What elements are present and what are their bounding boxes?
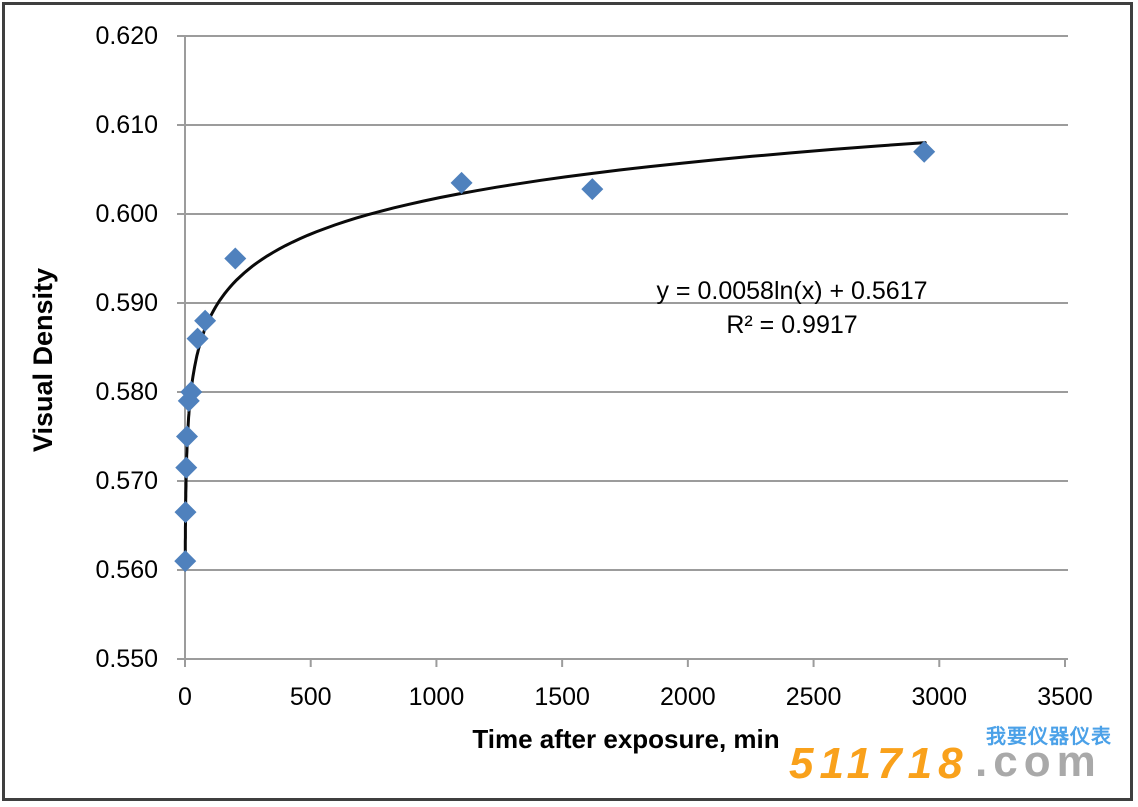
data-point-marker: [450, 171, 473, 194]
data-point-marker: [180, 381, 203, 403]
watermark-site-number: 511718: [789, 739, 969, 788]
trendline-equation: y = 0.0058ln(x) + 0.5617: [656, 277, 928, 305]
x-tick-label: 1000: [409, 683, 465, 711]
trendline-annotation: y = 0.0058ln(x) + 0.5617 R² = 0.9917: [617, 274, 967, 342]
data-point-marker: [174, 501, 197, 524]
watermark-domain-suffix: .com: [975, 737, 1102, 786]
y-tick-label: 0.600: [95, 200, 158, 228]
watermark-tagline: 我要仪器仪表: [986, 726, 1112, 748]
x-tick-label: 1500: [534, 683, 590, 711]
x-tick-label: 2500: [786, 683, 842, 711]
data-point-marker: [186, 327, 209, 350]
x-tick-label: 3000: [911, 683, 967, 711]
x-tick-label: 500: [290, 683, 332, 711]
y-tick-label: 0.570: [95, 467, 158, 495]
data-point-marker: [194, 309, 217, 332]
data-point-marker: [581, 178, 604, 201]
x-axis-title: Time after exposure, min: [472, 724, 780, 754]
x-tick-label: 0: [178, 683, 192, 711]
y-tick-label: 0.590: [95, 289, 158, 317]
data-point-marker: [176, 425, 199, 448]
data-point-marker: [175, 456, 198, 479]
y-tick-label: 0.580: [95, 378, 158, 406]
y-axis-title: Visual Density: [28, 267, 58, 453]
trendline: [183, 141, 927, 557]
data-point-marker: [224, 247, 247, 270]
y-tick-label: 0.620: [95, 22, 158, 50]
x-tick-label: 3500: [1037, 683, 1093, 711]
r-squared-label: R² = 0.9917: [726, 311, 858, 339]
watermark-background: [805, 712, 1123, 798]
y-tick-label: 0.560: [95, 556, 158, 584]
data-point-marker: [174, 550, 197, 573]
y-tick-label: 0.550: [95, 645, 158, 673]
x-tick-label: 2000: [660, 683, 716, 711]
data-point-marker: [913, 140, 936, 163]
y-tick-label: 0.610: [95, 111, 158, 139]
